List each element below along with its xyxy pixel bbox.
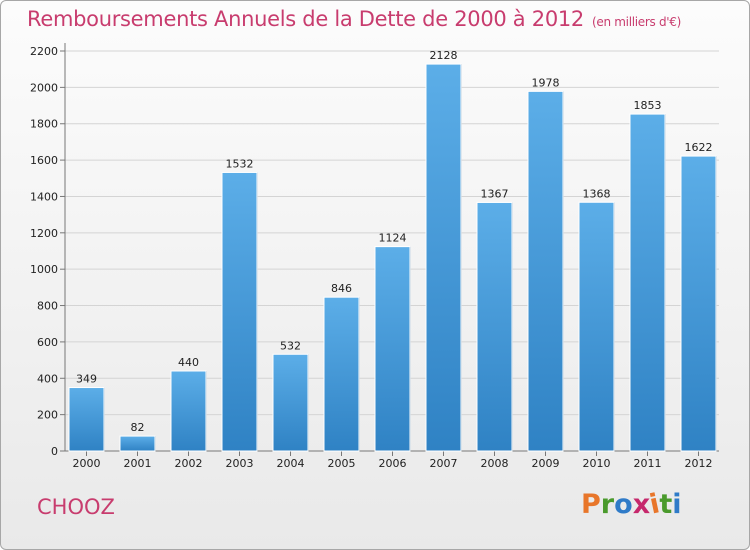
logo-letter: r <box>600 489 615 520</box>
value-label-2006: 1124 <box>379 232 407 245</box>
logo-letter: i <box>672 489 682 520</box>
value-label-2011: 1853 <box>634 99 662 112</box>
value-label-2007: 2128 <box>430 49 458 62</box>
proxiti-logo: Proxiti <box>581 488 682 520</box>
y-tick-label: 600 <box>37 336 58 349</box>
chart-unit: (en milliers d'€) <box>592 15 682 29</box>
bar-2010 <box>578 201 615 452</box>
y-tick-label: 1000 <box>30 263 58 276</box>
bar-2008 <box>476 201 513 452</box>
axes: 0 200 400 600 800 1000 1200 1400 1600 1800 2000 220… <box>30 43 719 470</box>
x-tick-label-2003: 2003 <box>226 457 254 470</box>
value-label-2010: 1368 <box>583 187 611 200</box>
y-tick-label: 1200 <box>30 227 58 240</box>
x-tick-label-2002: 2002 <box>175 457 203 470</box>
commune-name: CHOOZ <box>37 495 115 519</box>
y-tick-label: 800 <box>37 300 58 313</box>
x-tick-label-2004: 2004 <box>277 457 305 470</box>
value-label-2002: 440 <box>178 356 199 369</box>
bar-2012 <box>680 155 717 452</box>
y-tick-label: 1800 <box>30 118 58 131</box>
y-tick-label: 0 <box>51 445 58 458</box>
value-label-2001: 82 <box>131 421 145 434</box>
x-tick-label-2001: 2001 <box>124 457 152 470</box>
y-tick-label: 200 <box>37 409 58 422</box>
x-tick-label-2000: 2000 <box>73 457 101 470</box>
logo-letter: t <box>659 489 673 520</box>
bar-2004 <box>272 353 309 452</box>
chart-title: Remboursements Annuels de la Dette de 20… <box>27 7 681 31</box>
value-label-2000: 349 <box>76 373 97 386</box>
y-tick-label: 1400 <box>30 190 58 203</box>
bar-2011 <box>629 113 666 452</box>
bars: 349 82 440 1532 532 846 1124 2128 1367 1978 1368 18… <box>68 49 717 452</box>
bar-2005 <box>323 296 360 452</box>
value-label-2003: 1532 <box>226 157 254 170</box>
x-tick-label-2005: 2005 <box>328 457 356 470</box>
y-tick-label: 1600 <box>30 154 58 167</box>
chart-title-text: Remboursements Annuels de la Dette de 20… <box>27 7 584 31</box>
bar-2009 <box>527 90 564 452</box>
value-label-2009: 1978 <box>532 76 560 89</box>
x-tick-label-2010: 2010 <box>583 457 611 470</box>
x-tick-label-2009: 2009 <box>532 457 560 470</box>
bar-2001 <box>119 435 156 452</box>
x-tick-label-2007: 2007 <box>430 457 458 470</box>
x-tick-label-2012: 2012 <box>685 457 713 470</box>
bar-2002 <box>170 370 207 452</box>
value-label-2012: 1622 <box>685 141 713 154</box>
bar-2006 <box>374 246 411 452</box>
y-tick-label: 2000 <box>30 81 58 94</box>
logo-letter: x <box>632 489 651 520</box>
logo-letter: o <box>614 489 633 520</box>
y-tick-label: 400 <box>37 372 58 385</box>
x-tick-label-2006: 2006 <box>379 457 407 470</box>
value-label-2004: 532 <box>280 339 301 352</box>
value-label-2005: 846 <box>331 282 352 295</box>
bar-2000 <box>68 387 105 452</box>
logo-letter: P <box>581 489 601 520</box>
bar-2003 <box>221 171 258 452</box>
value-label-2008: 1367 <box>481 187 509 200</box>
x-tick-label-2011: 2011 <box>634 457 662 470</box>
bar-2007 <box>425 63 462 452</box>
y-tick-label: 2200 <box>30 45 58 58</box>
x-tick-label-2008: 2008 <box>481 457 509 470</box>
